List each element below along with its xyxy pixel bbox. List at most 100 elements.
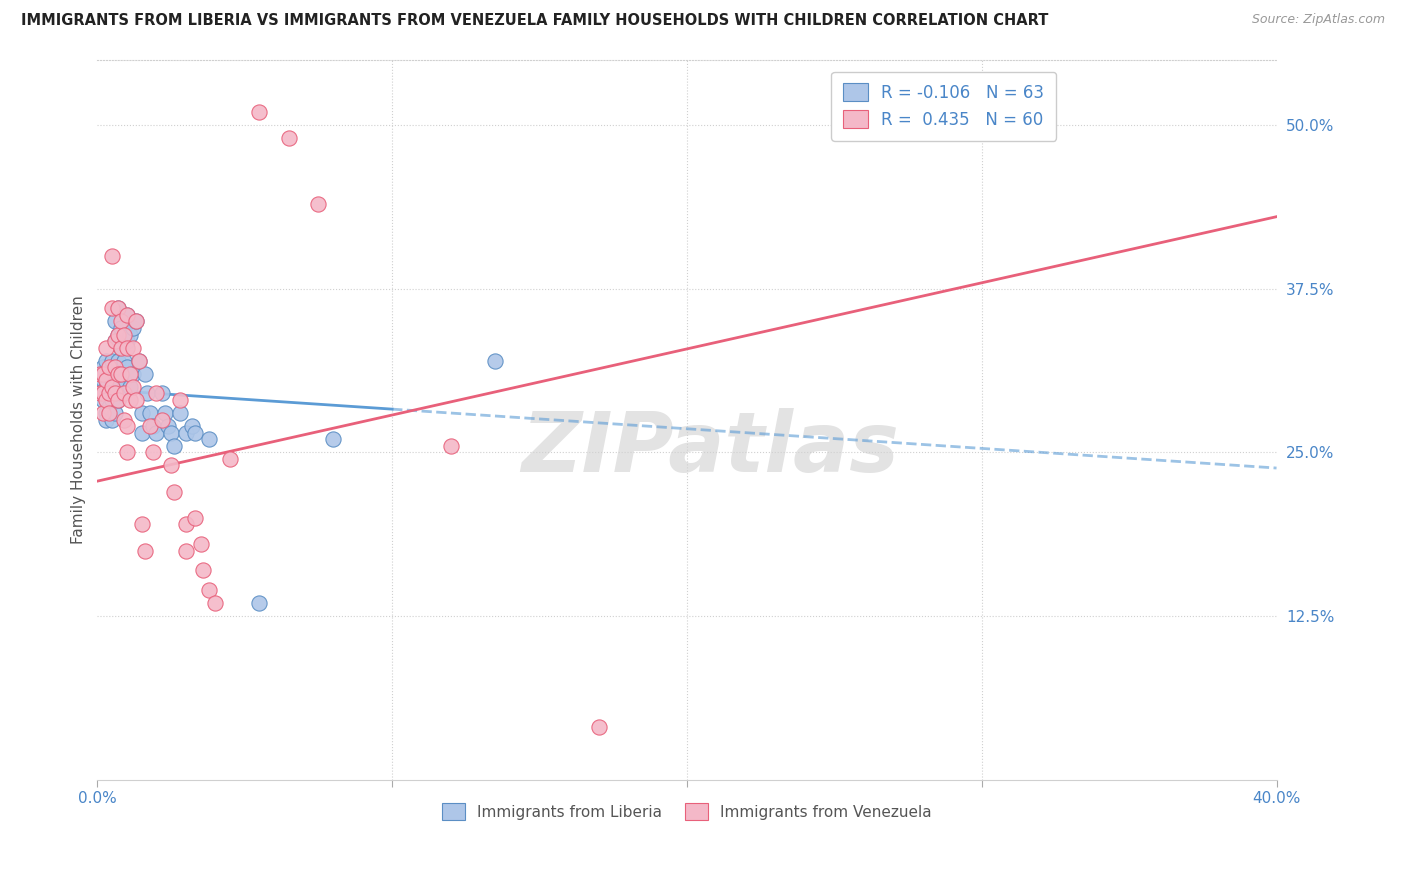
- Point: [204, 596, 226, 610]
- Point: [121, 380, 143, 394]
- Point: [440, 439, 463, 453]
- Point: [174, 517, 197, 532]
- Point: [96, 380, 118, 394]
- Point: [107, 327, 129, 342]
- Point: [112, 373, 135, 387]
- Point: [150, 412, 173, 426]
- Point: [104, 334, 127, 348]
- Point: [128, 353, 150, 368]
- Point: [163, 484, 186, 499]
- Point: [183, 425, 205, 440]
- Point: [160, 458, 183, 473]
- Point: [131, 517, 153, 532]
- Point: [101, 249, 124, 263]
- Point: [153, 406, 176, 420]
- Point: [101, 392, 124, 407]
- Point: [96, 392, 118, 407]
- Point: [118, 367, 141, 381]
- Point: [96, 353, 118, 368]
- Point: [107, 367, 129, 381]
- Point: [115, 445, 138, 459]
- Point: [174, 543, 197, 558]
- Point: [107, 392, 129, 407]
- Point: [139, 419, 162, 434]
- Point: [145, 425, 167, 440]
- Text: Source: ZipAtlas.com: Source: ZipAtlas.com: [1251, 13, 1385, 27]
- Point: [104, 360, 127, 375]
- Point: [110, 386, 132, 401]
- Point: [89, 386, 111, 401]
- Point: [98, 360, 121, 375]
- Point: [110, 314, 132, 328]
- Point: [112, 327, 135, 342]
- Point: [134, 543, 156, 558]
- Point: [107, 301, 129, 316]
- Point: [163, 439, 186, 453]
- Point: [101, 412, 124, 426]
- Point: [131, 406, 153, 420]
- Point: [98, 386, 121, 401]
- Text: IMMIGRANTS FROM LIBERIA VS IMMIGRANTS FROM VENEZUELA FAMILY HOUSEHOLDS WITH CHIL: IMMIGRANTS FROM LIBERIA VS IMMIGRANTS FR…: [21, 13, 1049, 29]
- Point: [115, 360, 138, 375]
- Point: [150, 386, 173, 401]
- Point: [118, 380, 141, 394]
- Point: [322, 432, 344, 446]
- Point: [115, 308, 138, 322]
- Point: [484, 353, 506, 368]
- Point: [198, 582, 221, 597]
- Point: [145, 386, 167, 401]
- Point: [107, 301, 129, 316]
- Point: [118, 392, 141, 407]
- Text: ZIPatlas: ZIPatlas: [522, 408, 900, 489]
- Point: [121, 367, 143, 381]
- Point: [107, 392, 129, 407]
- Point: [91, 392, 114, 407]
- Point: [115, 341, 138, 355]
- Point: [139, 406, 162, 420]
- Point: [98, 367, 121, 381]
- Point: [89, 380, 111, 394]
- Point: [136, 386, 159, 401]
- Point: [169, 392, 191, 407]
- Point: [104, 334, 127, 348]
- Point: [249, 105, 271, 120]
- Point: [160, 425, 183, 440]
- Point: [128, 353, 150, 368]
- Point: [121, 321, 143, 335]
- Point: [110, 341, 132, 355]
- Point: [104, 386, 127, 401]
- Point: [110, 341, 132, 355]
- Point: [91, 367, 114, 381]
- Point: [588, 720, 610, 734]
- Point: [249, 596, 271, 610]
- Point: [107, 373, 129, 387]
- Point: [131, 425, 153, 440]
- Point: [98, 406, 121, 420]
- Point: [107, 353, 129, 368]
- Point: [89, 386, 111, 401]
- Point: [91, 386, 114, 401]
- Point: [307, 196, 329, 211]
- Point: [110, 367, 132, 381]
- Point: [169, 406, 191, 420]
- Point: [198, 432, 221, 446]
- Point: [104, 367, 127, 381]
- Point: [112, 353, 135, 368]
- Legend: Immigrants from Liberia, Immigrants from Venezuela: Immigrants from Liberia, Immigrants from…: [436, 797, 938, 826]
- Point: [104, 386, 127, 401]
- Point: [101, 301, 124, 316]
- Point: [157, 419, 180, 434]
- Point: [101, 373, 124, 387]
- Point: [101, 353, 124, 368]
- Point: [98, 400, 121, 414]
- Point: [104, 406, 127, 420]
- Point: [124, 314, 146, 328]
- Point: [142, 419, 165, 434]
- Point: [124, 392, 146, 407]
- Point: [121, 341, 143, 355]
- Point: [174, 425, 197, 440]
- Point: [96, 373, 118, 387]
- Point: [112, 386, 135, 401]
- Point: [180, 419, 202, 434]
- Point: [96, 406, 118, 420]
